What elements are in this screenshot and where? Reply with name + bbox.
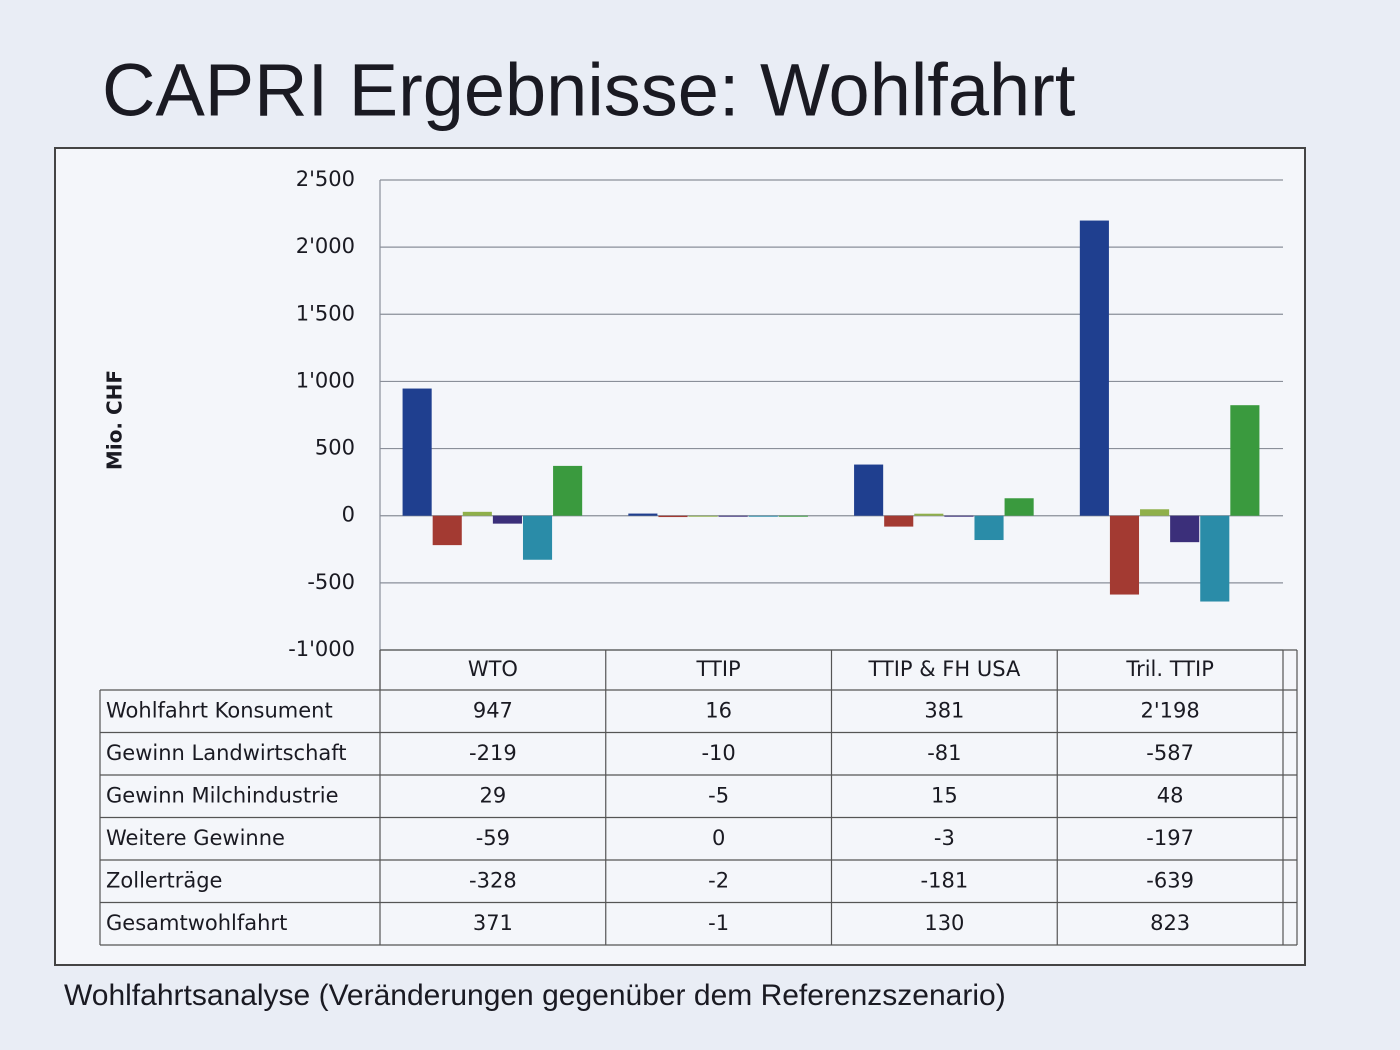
- y-tick-label: 1'000: [296, 368, 355, 392]
- data-label: 823: [1150, 911, 1190, 935]
- bar: [688, 515, 718, 517]
- category-header: Tril. TTIP: [1125, 657, 1214, 681]
- bar: [1004, 498, 1034, 516]
- data-label: -181: [921, 868, 969, 892]
- bar: [1109, 515, 1140, 595]
- category-header: TTIP: [696, 657, 741, 681]
- data-label: -3: [934, 826, 955, 850]
- bar: [658, 515, 688, 518]
- legend-entry: Wohlfahrt Konsument: [106, 698, 333, 722]
- legend-entry: Gesamtwohlfahrt: [106, 911, 287, 935]
- legend-entry: Gewinn Landwirtschaft: [106, 741, 347, 765]
- data-label: -587: [1146, 741, 1194, 765]
- category-header: TTIP & FH USA: [867, 657, 1021, 681]
- y-tick-label: 0: [342, 503, 355, 527]
- data-label: 48: [1157, 783, 1184, 807]
- y-tick-label: 500: [315, 436, 355, 460]
- y-tick-label: 1'500: [296, 301, 355, 325]
- data-label: -219: [469, 741, 517, 765]
- data-label: -328: [469, 868, 517, 892]
- y-axis-label: Mio. CHF: [103, 370, 127, 470]
- bar: [974, 515, 1004, 541]
- y-tick-label: -1'000: [288, 637, 355, 661]
- category-header: WTO: [468, 657, 518, 681]
- bar: [553, 465, 583, 516]
- data-label: 16: [705, 698, 732, 722]
- data-label: 130: [924, 911, 964, 935]
- data-label: -59: [476, 826, 510, 850]
- bar: [628, 513, 658, 516]
- bar: [1170, 515, 1200, 543]
- bar: [402, 388, 432, 516]
- data-label: -5: [708, 783, 729, 807]
- bar: [462, 511, 492, 516]
- legend-entry: Weitere Gewinne: [106, 826, 285, 850]
- data-label: 371: [473, 911, 513, 935]
- bar: [432, 515, 462, 546]
- legend-entry: Zollerträge: [106, 868, 222, 892]
- data-label: 947: [473, 698, 513, 722]
- bar: [492, 515, 522, 524]
- bar: [778, 515, 808, 517]
- caption: Wohlfahrtsanalyse (Veränderungen gegenüb…: [64, 979, 1006, 1012]
- bar: [914, 513, 944, 516]
- data-label: -197: [1146, 826, 1194, 850]
- data-label: 29: [480, 783, 507, 807]
- bar: [884, 515, 914, 527]
- data-label: -1: [708, 911, 729, 935]
- bar: [718, 515, 748, 517]
- data-label: 2'198: [1141, 698, 1200, 722]
- bar: [522, 515, 553, 560]
- data-label: 0: [712, 826, 725, 850]
- bar: [1079, 220, 1109, 516]
- bar: [1230, 405, 1260, 516]
- slide-title: CAPRI Ergebnisse: Wohlfahrt: [102, 49, 1076, 132]
- legend-entry: Gewinn Milchindustrie: [106, 783, 339, 807]
- y-tick-label: 2'500: [296, 167, 355, 191]
- data-label: 15: [931, 783, 958, 807]
- data-label: 381: [924, 698, 964, 722]
- y-tick-label: -500: [307, 570, 355, 594]
- data-label: -2: [708, 868, 729, 892]
- bar: [944, 515, 974, 517]
- bar: [1140, 509, 1170, 516]
- data-label: -639: [1146, 868, 1194, 892]
- data-label: -10: [701, 741, 735, 765]
- y-tick-label: 2'000: [296, 234, 355, 258]
- bar: [748, 515, 778, 517]
- bar: [854, 464, 884, 516]
- bar: [1200, 515, 1230, 602]
- data-label: -81: [927, 741, 961, 765]
